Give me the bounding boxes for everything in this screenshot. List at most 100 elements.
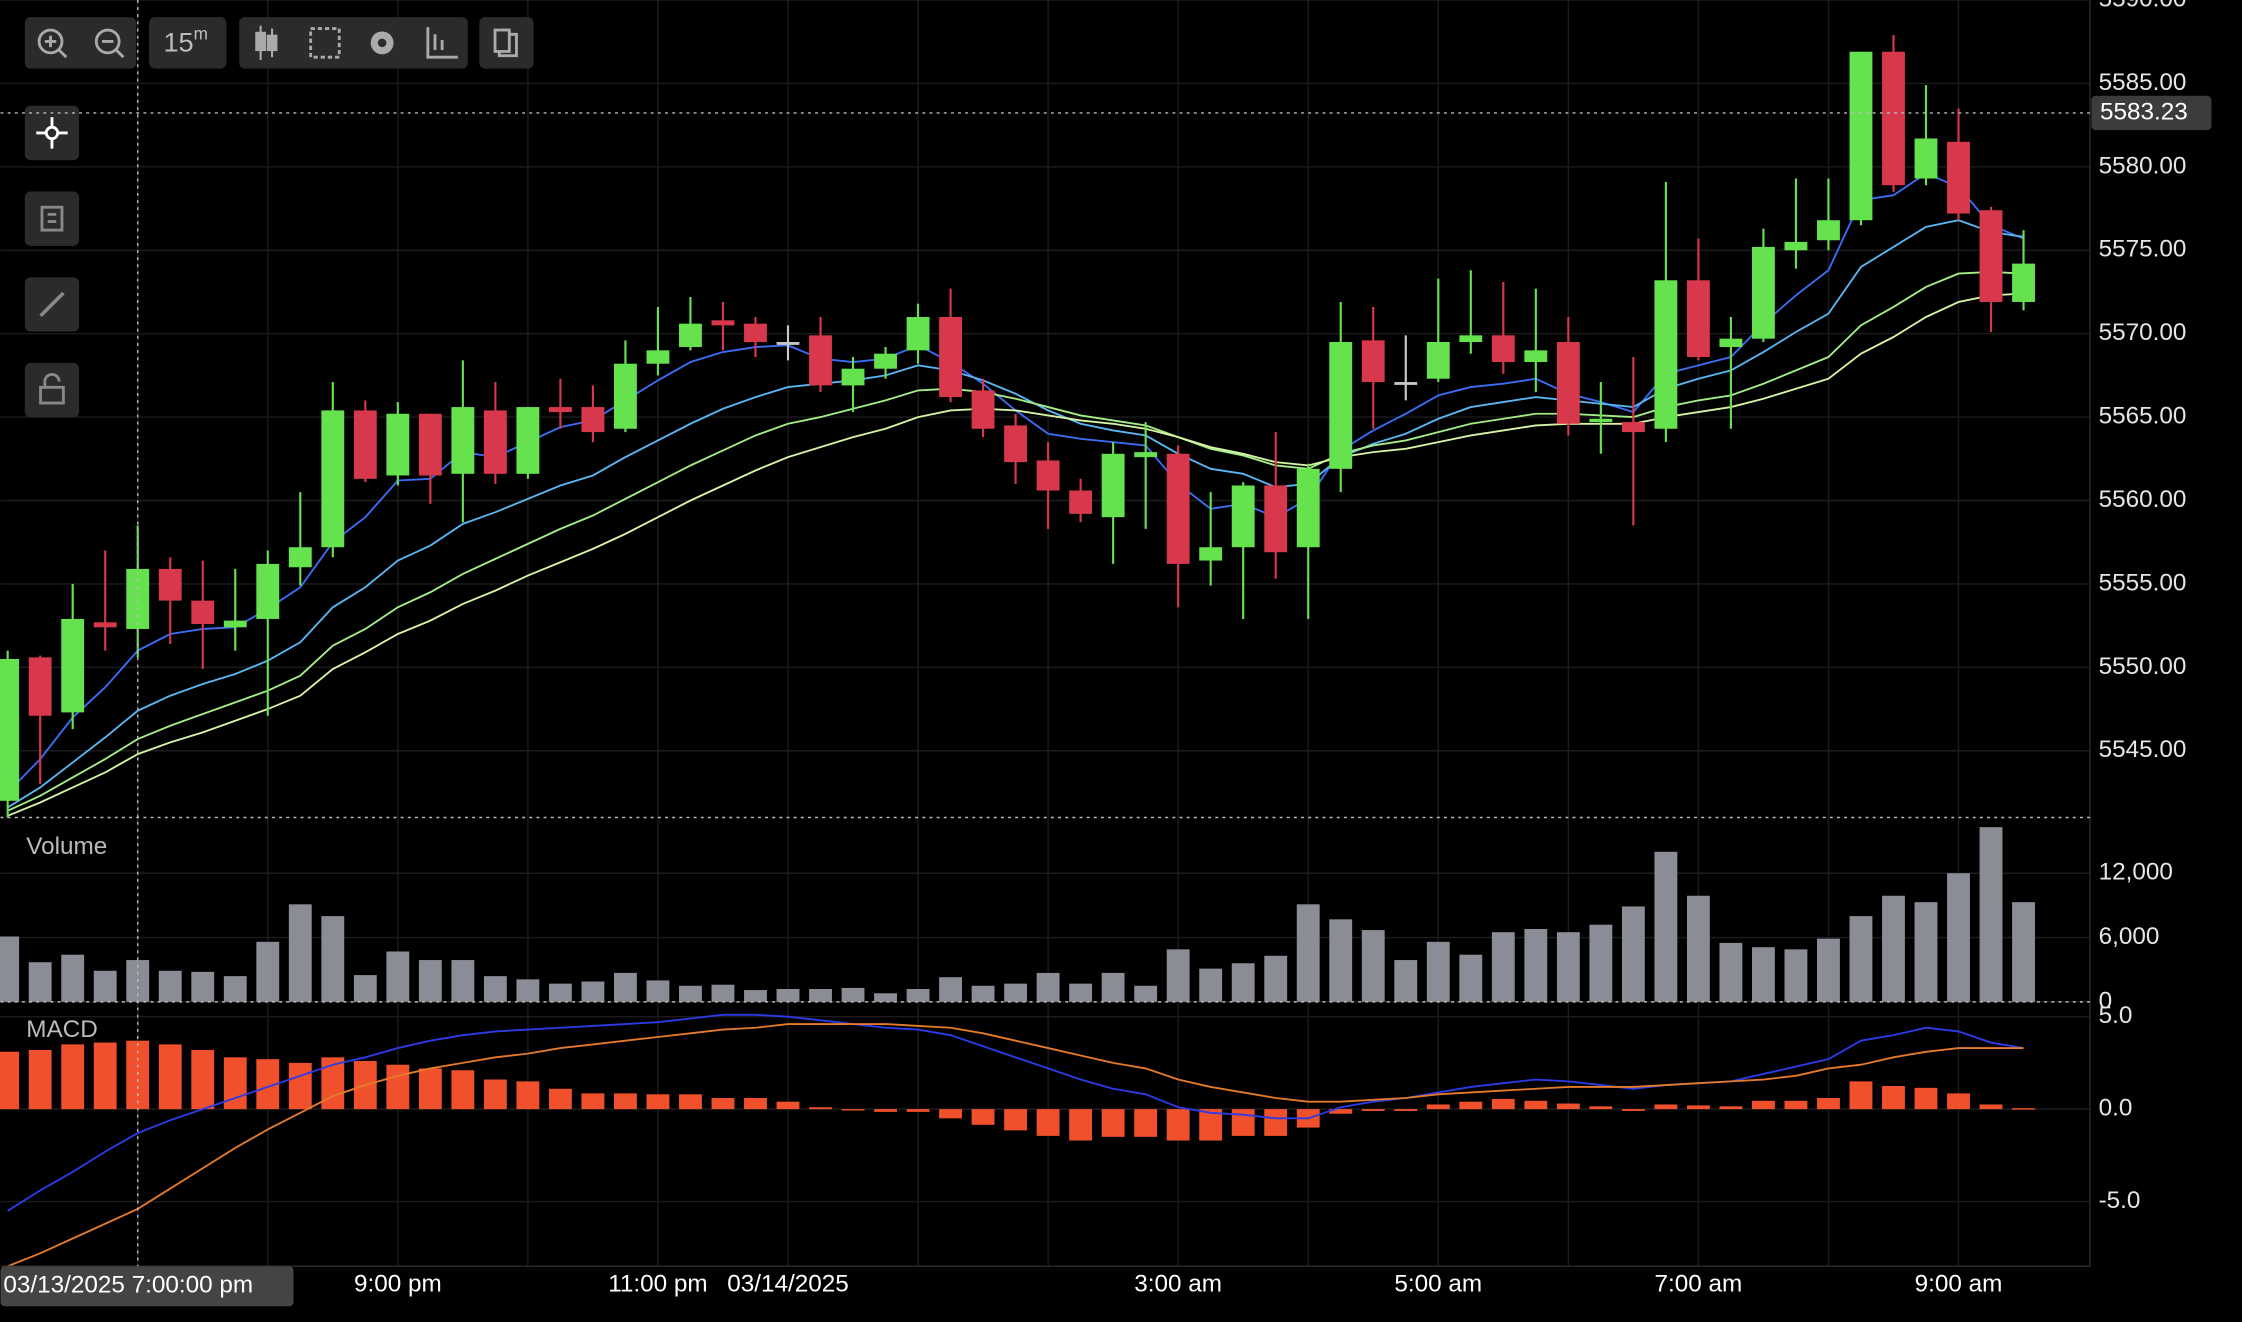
y-tick-label: 5580.00 — [2099, 152, 2187, 179]
candle-body — [1426, 342, 1450, 379]
axis-button[interactable] — [426, 27, 458, 59]
candle-body — [1979, 210, 2003, 302]
volume-bar — [1491, 932, 1515, 1002]
volume-bar — [711, 984, 735, 1002]
macd-histogram-bar — [1264, 1109, 1288, 1136]
lock-icon — [39, 373, 65, 405]
candle-body — [158, 568, 182, 601]
candle-body — [1394, 382, 1418, 385]
macd-histogram-bar — [1979, 1104, 2003, 1110]
zoom-in-button[interactable] — [37, 28, 68, 59]
select-button[interactable] — [309, 27, 341, 59]
candle-body — [1199, 547, 1223, 561]
volume-bar — [1361, 930, 1385, 1002]
candle-body — [613, 363, 637, 429]
tools-group — [239, 17, 468, 69]
candle-body — [1751, 246, 1775, 339]
macd-histogram-bar — [1004, 1109, 1028, 1131]
candle-body — [1686, 280, 1710, 358]
candle-body — [679, 323, 702, 348]
candle-body — [1036, 460, 1060, 491]
moving-average-line — [7, 271, 2024, 812]
moving-average-line — [7, 219, 2024, 809]
macd-histogram-bar — [158, 1044, 182, 1110]
macd-histogram-bar — [93, 1042, 117, 1110]
x-tick-label: 9:00 pm — [354, 1270, 442, 1297]
macd-histogram-bar — [418, 1068, 442, 1110]
volume-bar — [1394, 960, 1418, 1002]
volume-bar — [1556, 932, 1580, 1002]
zoom-out-button[interactable] — [94, 28, 125, 59]
candle-body — [1004, 425, 1028, 463]
x-tick-label: 3:00 am — [1134, 1270, 1222, 1297]
settings-button[interactable] — [370, 31, 394, 55]
macd-histogram-bar — [744, 1098, 767, 1110]
candle-body — [581, 407, 605, 433]
candle-body — [1719, 338, 1743, 348]
volume-bar — [0, 936, 20, 1002]
macd-histogram-bar — [1231, 1109, 1255, 1136]
layout-button[interactable] — [479, 17, 534, 69]
overlay: 5545.00 5550.00 5555.00 5560.00 5565.00 5570.… — [0, 0, 2212, 1307]
y-tick-label: 5590.00 — [2099, 0, 2187, 12]
volume-bar — [1751, 947, 1775, 1002]
interval-button[interactable] — [149, 17, 227, 69]
macd-histogram-bar — [1199, 1109, 1223, 1141]
marks — [0, 35, 2035, 1268]
notes-button[interactable] — [24, 191, 80, 246]
volume-bar — [61, 954, 85, 1002]
macd-histogram-bar — [1556, 1103, 1580, 1110]
volume-bar — [1621, 906, 1645, 1002]
candle-body — [1524, 350, 1548, 363]
volume-bar — [386, 951, 410, 1002]
y-tick-label: 5550.00 — [2099, 653, 2187, 680]
volume-bar — [1296, 904, 1320, 1002]
x-tick-label: 7:00 am — [1655, 1270, 1743, 1297]
macd-histogram-bar — [711, 1098, 735, 1110]
volume-bar — [1849, 916, 1873, 1002]
y-tick-label: -5.0 — [2099, 1187, 2141, 1214]
volume-bar — [1979, 827, 2003, 1002]
volume-bar — [1686, 895, 1710, 1002]
lock-button[interactable] — [24, 363, 80, 418]
volume-bar — [1004, 983, 1028, 1002]
macd-histogram-bar — [1426, 1104, 1450, 1110]
top-toolbar: 15m — [24, 17, 534, 69]
volume-bar — [191, 971, 215, 1002]
candle-body — [126, 568, 150, 629]
macd-histogram-bar — [581, 1093, 605, 1110]
volume-bar — [1101, 972, 1125, 1002]
candle-body — [288, 547, 312, 568]
crosshair-price-label: 5583.23 — [2100, 98, 2188, 125]
volume-bar — [776, 988, 800, 1002]
macd-histogram-bar — [809, 1107, 832, 1110]
volume-bar — [1264, 955, 1288, 1002]
volume-bar — [581, 981, 605, 1002]
macd-histogram-bar — [679, 1094, 702, 1110]
volume-bar — [28, 962, 52, 1002]
candle-body — [191, 600, 215, 624]
crosshair-price-box — [2091, 95, 2212, 131]
macd-histogram-bar — [613, 1093, 637, 1110]
volume-bar — [451, 960, 475, 1002]
volume-bar — [874, 993, 897, 1002]
volume-bar — [1589, 924, 1613, 1002]
candle-body — [483, 410, 507, 474]
macd-histogram-bar — [0, 1051, 20, 1110]
chart-type-button[interactable] — [255, 25, 278, 61]
volume-bar — [158, 970, 182, 1002]
candle-body — [1069, 490, 1093, 514]
macd-histogram-bar — [646, 1094, 670, 1110]
macd-histogram-bar — [1751, 1100, 1775, 1110]
volume-bar — [516, 979, 540, 1002]
volume-bar — [646, 980, 670, 1002]
volume-bar — [744, 990, 767, 1002]
y-tick-label: 5545.00 — [2099, 736, 2187, 763]
volume-bar — [971, 985, 995, 1002]
macd-histogram-bar — [321, 1057, 345, 1110]
macd-histogram-bar — [61, 1044, 85, 1110]
interval-unit: m — [194, 23, 208, 43]
macd-histogram-bar — [1882, 1085, 1905, 1110]
volume-bar — [1166, 949, 1190, 1002]
macd-histogram-bar — [1947, 1093, 1970, 1110]
